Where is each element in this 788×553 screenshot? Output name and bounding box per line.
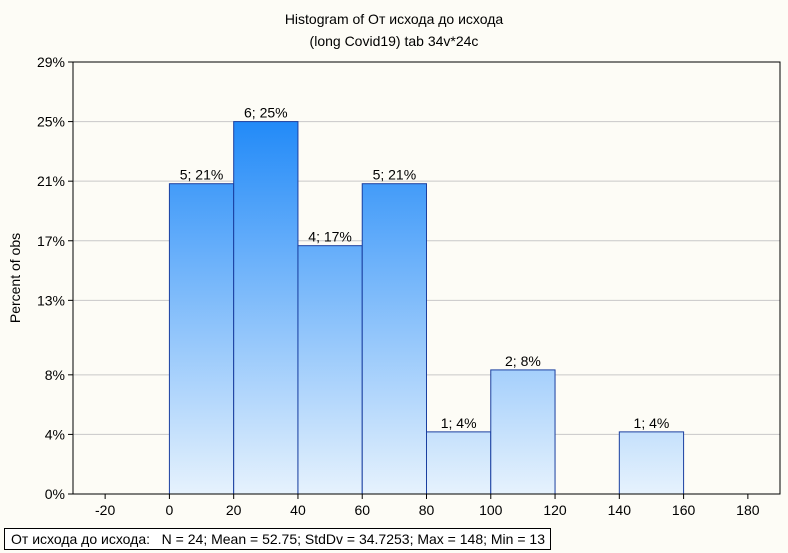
x-tick-label: -20 [95,502,115,518]
bar-value-label: 1; 4% [441,415,477,431]
y-tick-label: 13% [37,292,65,308]
axis-ticks: 0% 4% 8% 13% 17% 21% 25% 29% -20 0 20 40 60 80 100 120 1… [37,54,760,518]
y-tick-label: 4% [45,426,65,442]
chart-title: Histogram of От исхода до исхода [285,11,504,27]
stats-summary: От исхода до исхода: N = 24; Mean = 52.7… [4,528,551,550]
histogram-bar [168,183,235,495]
histogram-bar [233,121,299,495]
histogram-bar [426,431,492,495]
bar-value-label: 5; 21% [373,167,417,183]
bar-value-label: 2; 8% [505,353,541,369]
x-tick-label: 60 [354,502,370,518]
bar-value-label: 4; 17% [308,229,352,245]
bar-value-label: 6; 25% [244,105,288,121]
y-tick-label: 8% [45,367,65,383]
y-tick-label: 25% [37,114,65,130]
x-tick-label: 120 [543,502,567,518]
x-tick-label: 160 [672,502,696,518]
histogram-bar [490,369,556,495]
bar-value-label: 1; 4% [634,415,670,431]
x-tick-label: 40 [290,502,306,518]
y-tick-label: 0% [45,486,65,502]
y-tick-label: 17% [37,233,65,249]
bar-value-label: 5; 21% [180,167,224,183]
x-tick-label: 100 [479,502,503,518]
x-tick-label: 0 [166,502,174,518]
histogram-bar [618,431,685,495]
x-tick-label: 80 [419,502,435,518]
bars [168,121,685,495]
histogram-bar [361,183,427,495]
histogram-bar [297,245,363,495]
y-tick-label: 29% [37,54,65,70]
chart-subtitle: (long Covid19) tab 34v*24c [310,33,479,49]
x-tick-label: 180 [736,502,760,518]
y-tick-label: 21% [37,173,65,189]
y-axis-title: Percent of obs [7,233,23,323]
bar-labels: 5; 21% 6; 25% 4; 17% 5; 21% 1; 4% 2; 8% 1; 4% [180,105,670,431]
x-tick-label: 140 [608,502,632,518]
x-tick-label: 20 [226,502,242,518]
